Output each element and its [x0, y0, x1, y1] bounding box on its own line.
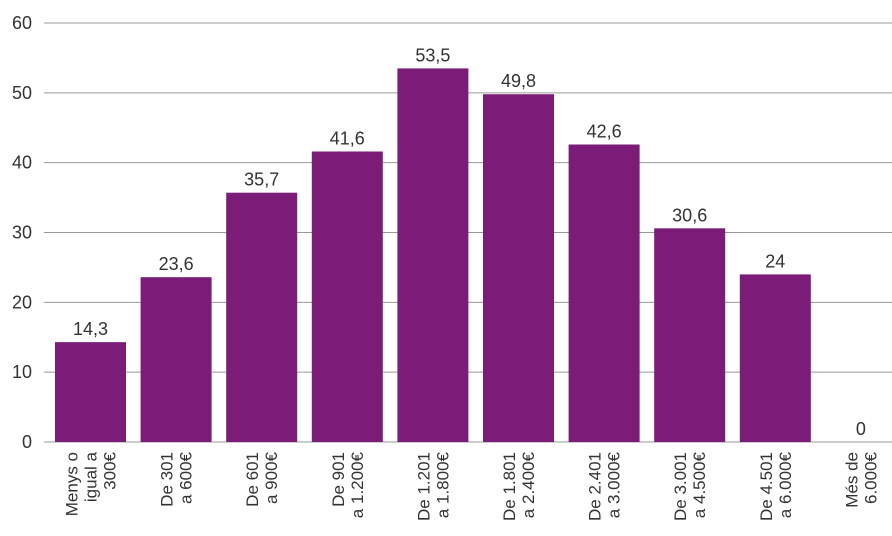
svg-text:Menys oigual a300€: Menys oigual a300€ [63, 451, 120, 516]
svg-text:De 1.801a 2.400€: De 1.801a 2.400€ [500, 451, 538, 521]
data-label: 53,5 [415, 45, 450, 65]
category-label: Menys oigual a300€ [63, 451, 120, 516]
bars [55, 68, 811, 443]
data-label: 24 [765, 251, 785, 271]
y-tick-label: 40 [12, 153, 32, 173]
bar [568, 144, 640, 442]
category-label: De 301a 600€ [158, 451, 196, 506]
data-label: 35,7 [244, 170, 279, 190]
data-label: 14,3 [73, 319, 108, 339]
svg-text:De 2.401a 3.000€: De 2.401a 3.000€ [586, 451, 624, 521]
category-label: De 2.401a 3.000€ [586, 451, 624, 521]
data-label: 30,6 [672, 205, 707, 225]
svg-text:De 901a 1.200€: De 901a 1.200€ [329, 451, 367, 518]
bar [311, 151, 383, 442]
bar [55, 342, 126, 442]
category-label: De 1.801a 2.400€ [500, 451, 538, 521]
y-tick-label: 30 [12, 223, 32, 243]
bar [739, 274, 811, 442]
svg-text:De 301a 600€: De 301a 600€ [158, 451, 196, 506]
category-label: De 3.001a 4.500€ [671, 451, 709, 521]
y-tick-label: 10 [12, 362, 32, 382]
category-label: De 4.501a 6.000€ [757, 451, 795, 521]
bar [483, 94, 554, 442]
data-label: 49,8 [501, 71, 536, 91]
bar [654, 228, 726, 442]
data-labels: 14,3 23,6 35,7 41,6 53,5 49,8 42,6 30,6 24 0 [73, 45, 866, 439]
data-label: 23,6 [159, 254, 194, 274]
y-tick-label: 50 [12, 83, 32, 103]
category-label: Més de6.000€ [842, 451, 880, 507]
svg-text:De 4.501a 6.000€: De 4.501a 6.000€ [757, 451, 795, 521]
data-label: 41,6 [330, 128, 365, 148]
y-tick-label: 0 [22, 432, 32, 452]
category-label: De 1.201a 1.800€ [414, 451, 452, 521]
x-axis-categories: Menys oigual a300€ De 301a 600€ De 601a 90… [63, 451, 881, 521]
category-label: De 601a 900€ [243, 451, 281, 506]
bar [397, 68, 469, 443]
y-axis-ticks: 0 10 20 30 40 50 60 [12, 13, 32, 452]
data-label: 0 [856, 419, 866, 439]
y-tick-label: 20 [12, 292, 32, 312]
data-label: 42,6 [587, 122, 622, 142]
bar [140, 277, 212, 442]
bar [226, 192, 298, 442]
category-label: De 901a 1.200€ [329, 451, 367, 518]
svg-text:De 601a 900€: De 601a 900€ [243, 451, 281, 506]
y-tick-label: 60 [12, 13, 32, 33]
svg-text:Més de6.000€: Més de6.000€ [842, 451, 880, 507]
svg-text:De 3.001a 4.500€: De 3.001a 4.500€ [671, 451, 709, 521]
svg-text:De 1.201a 1.800€: De 1.201a 1.800€ [414, 451, 452, 521]
